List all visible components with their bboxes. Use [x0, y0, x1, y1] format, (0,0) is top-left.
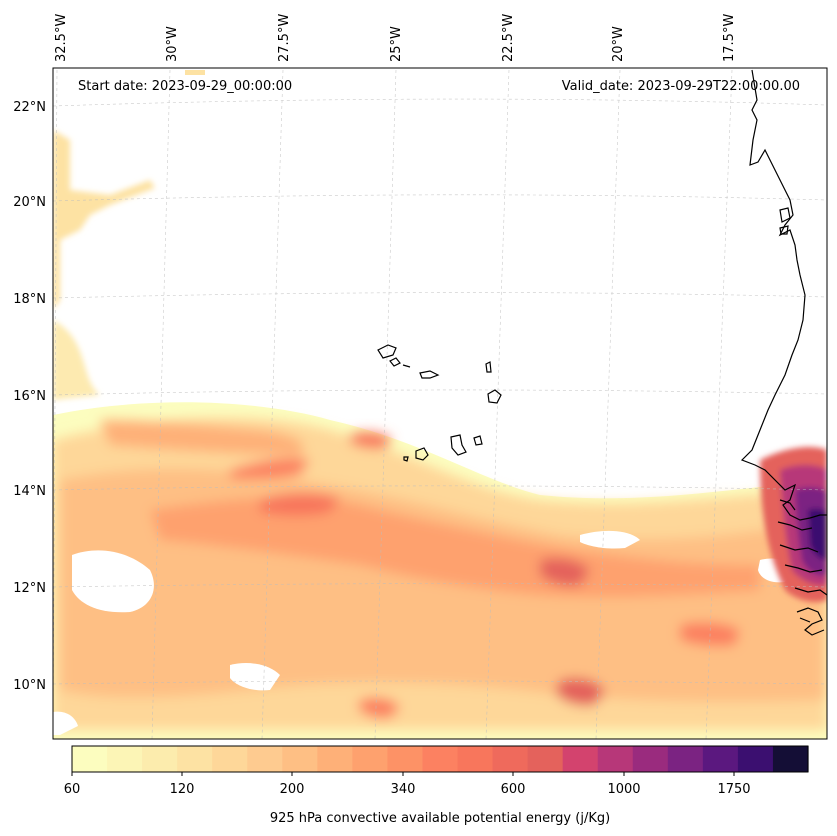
colorbar-cell	[667, 746, 704, 772]
colorbar-cell	[212, 746, 248, 772]
start-date-label: Start date: 2023-09-29_00:00:00	[78, 79, 292, 94]
colorbar-cells	[72, 746, 809, 772]
colorbar-tick-label: 1000	[607, 782, 640, 797]
colorbar-cell	[282, 746, 318, 772]
colorbar-cell	[352, 746, 389, 772]
lat-label: 14°N	[13, 484, 46, 499]
map-border	[52, 67, 828, 740]
lat-label: 12°N	[13, 581, 46, 596]
cape-verde-islands	[377, 344, 502, 462]
lat-label: 20°N	[13, 195, 46, 210]
colorbar-tick-label: 60	[64, 782, 81, 797]
colorbar-tick-label: 1750	[717, 782, 750, 797]
colorbar-cell	[772, 746, 809, 772]
colorbar-cell	[107, 746, 143, 772]
lon-label: 17.5°W	[722, 14, 737, 62]
colorbar-cell	[457, 746, 494, 772]
map-area	[53, 68, 827, 739]
lat-label: 22°N	[13, 100, 46, 115]
colorbar-tick-label: 120	[170, 782, 195, 797]
colorbar-cell	[597, 746, 634, 772]
colorbar-cell	[702, 746, 739, 772]
colorbar-ticks	[71, 772, 735, 776]
colorbar-cell	[247, 746, 283, 772]
lon-label: 32.5°W	[54, 14, 69, 62]
colorbar-cell	[562, 746, 599, 772]
west-africa-coastline	[740, 69, 827, 521]
longitude-labels: 32.5°W 30°W 27.5°W 25°W 22.5°W 20°W 17.5…	[54, 14, 737, 62]
colorbar-tick-label: 340	[391, 782, 416, 797]
colorbar-border	[71, 745, 809, 773]
cape-below-threshold-areas	[53, 530, 795, 735]
colorbar: 60 120 200 340 600 1000 1750 925 hPa con…	[64, 745, 809, 826]
lat-label: 16°N	[13, 389, 46, 404]
colorbar-tick-label: 600	[501, 782, 526, 797]
lon-label: 30°W	[165, 26, 180, 62]
colorbar-cell	[632, 746, 669, 772]
colorbar-cell	[527, 746, 564, 772]
colorbar-cell	[317, 746, 353, 772]
valid-date-label: Valid_date: 2023-09-29T22:00:00.00	[562, 79, 800, 94]
colorbar-cell	[142, 746, 178, 772]
colorbar-cell	[492, 746, 529, 772]
colorbar-cell	[72, 746, 108, 772]
lon-label: 27.5°W	[277, 14, 292, 62]
coastlines	[377, 69, 827, 636]
lat-label: 10°N	[13, 678, 46, 693]
colorbar-cell	[387, 746, 424, 772]
cape-filled-contours	[53, 70, 827, 739]
colorbar-cell	[737, 746, 774, 772]
lat-label: 18°N	[13, 292, 46, 307]
colorbar-tick-labels: 60 120 200 340 600 1000 1750	[64, 782, 751, 797]
colorbar-label: 925 hPa convective available potential e…	[270, 811, 610, 826]
lon-label: 22.5°W	[501, 14, 516, 62]
lon-label: 25°W	[389, 26, 404, 62]
colorbar-cell	[177, 746, 213, 772]
lon-label: 20°W	[611, 26, 626, 62]
colorbar-tick-label: 200	[280, 782, 305, 797]
latitude-labels: 22°N 20°N 18°N 16°N 14°N 12°N 10°N	[13, 100, 46, 693]
colorbar-cell	[422, 746, 459, 772]
